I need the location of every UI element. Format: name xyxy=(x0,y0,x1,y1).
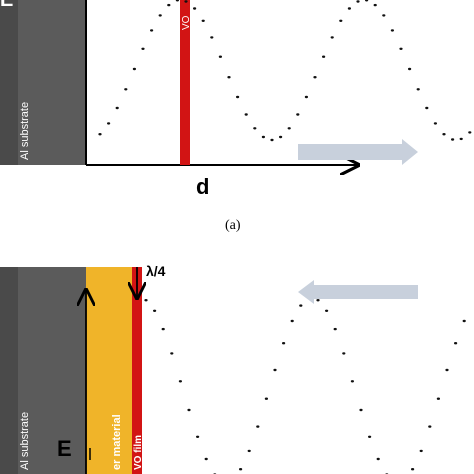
wave-dot-a xyxy=(141,47,145,50)
absorber-layer xyxy=(86,267,132,474)
wave-dot-a xyxy=(124,88,128,91)
wave-dot-b xyxy=(419,449,423,453)
wave-dot-b xyxy=(196,435,200,438)
wave-dot-a xyxy=(382,14,386,17)
wave-dot-a xyxy=(270,138,274,142)
substrate-a-label: Al substrate xyxy=(19,102,31,160)
wave-dot-b xyxy=(359,408,363,412)
wave-dot-b xyxy=(376,457,380,461)
panel-a: Al substrate E VO d (a) xyxy=(0,0,472,233)
axis-label-d: d xyxy=(196,174,209,199)
wave-dot-b xyxy=(342,352,346,355)
absorber-layer-label: er material xyxy=(111,414,123,470)
caption-a: (a) xyxy=(225,218,241,233)
wave-dot-b xyxy=(462,319,466,323)
wave-dot-a xyxy=(304,95,308,99)
substrate-b-label: Al substrate xyxy=(19,412,31,470)
wave-dot-a xyxy=(373,3,377,7)
wave-dot-a xyxy=(287,127,291,130)
wave-dot-b xyxy=(436,397,440,400)
wave-dot-a xyxy=(356,0,360,3)
wave-dot-b xyxy=(290,319,294,323)
field-label-a-partial: E xyxy=(0,0,13,11)
wave-dot-a xyxy=(425,106,429,110)
wave-dot-a xyxy=(296,113,300,116)
wave-dot-a xyxy=(107,122,111,125)
wave-dot-a xyxy=(279,135,283,139)
vo-film-b-label: VO film xyxy=(133,435,144,470)
wave-dot-b xyxy=(454,342,458,345)
vo-film-a xyxy=(180,0,190,165)
wave-dot-a xyxy=(390,29,394,32)
wave-dot-a xyxy=(132,67,136,71)
wave-dot-a xyxy=(184,0,188,3)
wave-dot-a xyxy=(218,55,222,58)
wave-dot-b xyxy=(428,425,432,428)
wave-dot-b xyxy=(239,468,243,471)
wave-dot-a xyxy=(193,7,197,10)
wave-dot-a xyxy=(339,19,343,22)
wave-dot-a xyxy=(313,76,317,79)
quarter-wave-label: λ/4 xyxy=(146,263,166,279)
wave-dot-a xyxy=(210,36,214,39)
wave-dot-b xyxy=(333,327,337,331)
wave-dot-a xyxy=(433,122,437,125)
wave-dot-a xyxy=(416,88,420,91)
wave-dot-b xyxy=(247,449,251,453)
wave-dot-b xyxy=(187,408,191,412)
wave-dot-a xyxy=(253,127,257,130)
wave-dot-b xyxy=(264,397,268,400)
wave-dot-a xyxy=(408,67,412,71)
direction-arrow-right-icon xyxy=(298,139,418,165)
wave-dot-a xyxy=(236,95,240,99)
standing-wave-a xyxy=(98,0,472,142)
wave-dot-a xyxy=(459,137,463,141)
standing-wave-b xyxy=(144,297,466,474)
wave-dot-a xyxy=(227,76,231,79)
wave-dot-b xyxy=(299,304,303,307)
wave-dot-b xyxy=(368,435,372,438)
wave-dot-a xyxy=(244,113,248,116)
wave-dot-a xyxy=(451,138,455,141)
wave-dot-b xyxy=(153,309,157,312)
wave-dot-a xyxy=(365,0,369,2)
wave-dot-a xyxy=(167,3,171,7)
wave-dot-b xyxy=(161,327,165,331)
wave-dot-b xyxy=(350,380,354,383)
wave-dot-a xyxy=(175,0,179,2)
vo-film-b xyxy=(132,267,142,474)
wave-dot-b xyxy=(445,368,449,372)
wave-dot-b xyxy=(316,299,320,302)
vo-film-a-label: VO xyxy=(181,15,192,30)
wave-dot-b xyxy=(170,352,174,355)
wave-dot-b xyxy=(204,457,208,461)
wave-dot-b xyxy=(144,299,148,302)
wave-dot-b xyxy=(411,468,415,471)
wave-dot-a xyxy=(201,19,205,22)
direction-arrow-left-icon xyxy=(298,280,418,304)
wave-dot-b xyxy=(273,368,277,372)
wave-dot-a xyxy=(158,14,162,17)
substrate-a-shade xyxy=(0,0,18,165)
wave-dot-a xyxy=(261,135,265,139)
wave-dot-a xyxy=(399,47,403,50)
wave-dot-b xyxy=(282,342,286,345)
wave-dot-a xyxy=(347,7,351,10)
field-label-b: E xyxy=(57,436,72,461)
panel-b: Al substrate er material VO film E λ/4 xyxy=(0,263,466,474)
wave-dot-a xyxy=(330,36,334,39)
wave-dot-b xyxy=(256,425,260,428)
wave-dot-a xyxy=(98,133,102,136)
wave-dot-a xyxy=(468,131,472,134)
wave-dot-a xyxy=(442,133,446,136)
wave-dot-a xyxy=(150,29,154,32)
wave-dot-b xyxy=(325,309,329,312)
substrate-b-shade xyxy=(0,267,18,474)
wave-dot-a xyxy=(322,55,326,58)
wave-dot-b xyxy=(178,380,182,383)
wave-dot-a xyxy=(115,106,119,110)
